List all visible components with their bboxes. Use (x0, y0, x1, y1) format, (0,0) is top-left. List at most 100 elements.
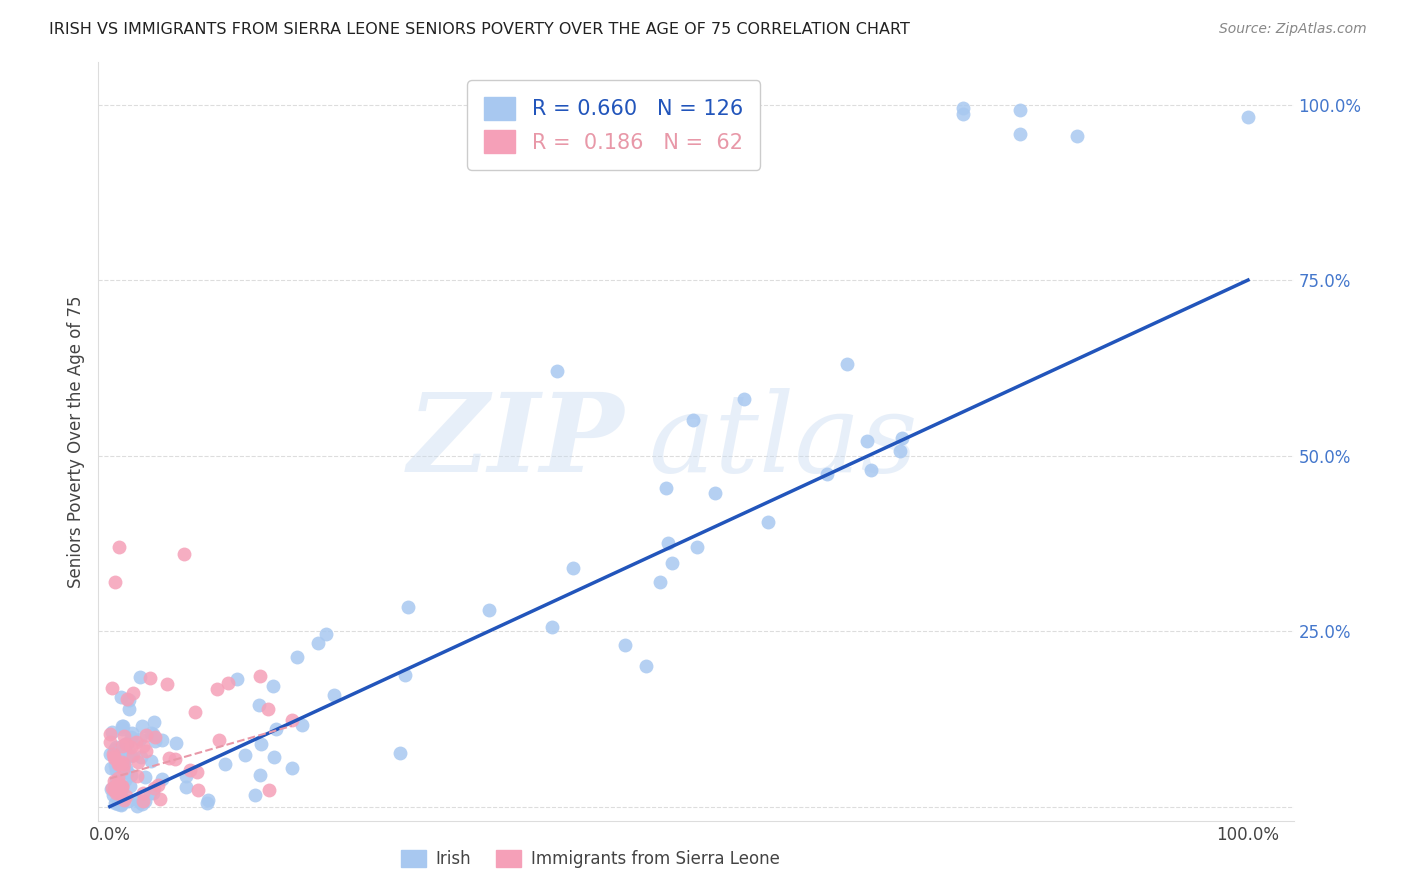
Point (134, 770, 156, 784)
Point (174, 780, 197, 794)
Point (110, 785, 132, 799)
Point (1066, 128, 1088, 143)
Point (117, 749, 139, 764)
Point (111, 723, 134, 737)
Point (107, 797, 129, 811)
Point (112, 718, 135, 732)
Point (546, 364, 568, 378)
Point (124, 735, 146, 749)
Point (142, 714, 165, 729)
Point (107, 780, 129, 795)
Text: atlas: atlas (648, 388, 918, 495)
Point (107, 780, 129, 794)
Point (114, 773, 136, 788)
Point (250, 737, 273, 751)
Point (131, 739, 153, 753)
Point (114, 789, 136, 803)
Point (112, 757, 135, 772)
Point (129, 750, 152, 764)
Point (179, 764, 201, 778)
Point (107, 775, 129, 789)
Point (263, 750, 285, 764)
Point (115, 738, 138, 752)
Point (835, 357, 858, 371)
Point (143, 730, 166, 744)
Point (120, 767, 142, 781)
Point (114, 737, 136, 751)
Point (118, 693, 141, 707)
Point (111, 739, 134, 753)
Legend: Irish, Immigrants from Sierra Leone: Irish, Immigrants from Sierra Leone (394, 843, 787, 875)
Point (101, 747, 124, 761)
Text: ZIP: ZIP (408, 388, 624, 495)
Point (281, 761, 304, 775)
Point (195, 796, 218, 810)
Point (122, 686, 145, 700)
Point (184, 706, 207, 720)
Point (208, 733, 231, 747)
Point (107, 757, 129, 772)
Point (165, 736, 187, 750)
Point (131, 797, 153, 811)
Point (173, 547, 195, 561)
Point (111, 719, 134, 733)
Point (143, 780, 166, 795)
Point (100, 725, 122, 739)
Point (648, 574, 671, 589)
Point (1010, 127, 1032, 141)
Point (197, 793, 219, 807)
Point (156, 677, 179, 691)
Point (686, 540, 709, 554)
Point (101, 780, 124, 795)
Point (152, 732, 174, 747)
Point (257, 783, 280, 797)
Point (110, 797, 132, 812)
Point (127, 755, 149, 769)
Point (107, 774, 129, 789)
Point (108, 786, 131, 800)
Point (142, 726, 165, 740)
Y-axis label: Seniors Poverty Over the Age of 75: Seniors Poverty Over the Age of 75 (66, 295, 84, 588)
Point (134, 794, 156, 808)
Point (111, 780, 134, 795)
Point (146, 778, 169, 792)
Point (111, 779, 134, 793)
Point (120, 749, 142, 764)
Point (103, 748, 125, 763)
Point (105, 739, 128, 754)
Point (115, 761, 138, 775)
Point (815, 467, 838, 481)
Point (129, 795, 152, 809)
Point (142, 787, 165, 801)
Point (105, 774, 128, 789)
Point (149, 792, 172, 806)
Point (104, 764, 127, 778)
Point (108, 789, 131, 803)
Point (103, 773, 125, 788)
Point (127, 799, 149, 814)
Point (856, 434, 879, 448)
Point (394, 668, 416, 682)
Point (110, 792, 132, 806)
Point (107, 756, 129, 771)
Point (111, 759, 134, 773)
Point (1237, 110, 1260, 124)
Point (323, 688, 346, 702)
Point (103, 750, 125, 764)
Point (98, 735, 121, 749)
Point (121, 726, 143, 740)
Point (226, 672, 249, 686)
Legend: R = 0.660   N = 126, R =  0.186   N =  62: R = 0.660 N = 126, R = 0.186 N = 62 (467, 80, 759, 169)
Point (117, 793, 139, 807)
Point (478, 602, 501, 616)
Point (105, 784, 128, 798)
Point (287, 650, 309, 665)
Point (256, 702, 278, 716)
Point (127, 792, 149, 806)
Point (100, 782, 122, 797)
Point (661, 556, 683, 570)
Point (207, 682, 229, 697)
Point (655, 481, 678, 495)
Point (118, 702, 141, 716)
Point (110, 778, 132, 792)
